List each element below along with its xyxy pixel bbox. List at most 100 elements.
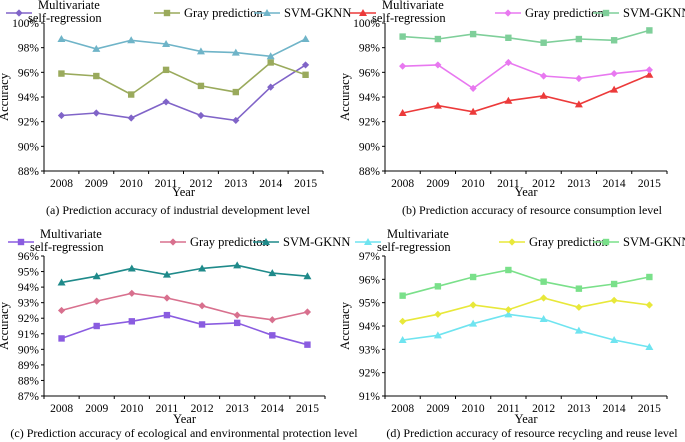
data-point — [645, 66, 653, 74]
legend-item-2: Gray prediction — [495, 6, 605, 20]
data-point — [610, 85, 619, 93]
legend-label: SVM-GKNN — [283, 235, 350, 249]
data-point — [504, 58, 512, 67]
chart-caption: (a) Prediction accuracy of industrial de… — [46, 203, 311, 217]
legend-swatch-marker — [508, 238, 516, 246]
data-point — [128, 318, 136, 325]
data-point — [610, 280, 618, 288]
data-point — [645, 301, 653, 309]
data-point — [127, 91, 135, 98]
data-point — [539, 315, 548, 322]
data-point — [434, 61, 442, 69]
x-tick-label: 2011 — [497, 178, 520, 190]
data-point — [469, 301, 477, 309]
series-line-3 — [402, 29, 650, 44]
series-line-1 — [402, 74, 650, 114]
y-tick-label: 96% — [18, 251, 40, 263]
y-tick-label: 91% — [359, 391, 381, 403]
x-tick-label: 2014 — [603, 178, 626, 190]
x-tick-label: 2012 — [532, 403, 555, 415]
legend-swatch-marker — [504, 9, 512, 17]
data-point — [233, 311, 241, 319]
data-point — [433, 331, 442, 339]
legend-label: SVM-GKNN — [284, 6, 351, 20]
y-tick-label: 91% — [18, 329, 40, 341]
y-tick-label: 94% — [18, 282, 40, 294]
data-point — [128, 289, 136, 297]
y-tick-label: 93% — [359, 344, 381, 356]
data-point — [504, 96, 513, 104]
data-point — [57, 278, 66, 286]
data-point — [92, 109, 100, 117]
legend-item-3: SVM-GKNN — [254, 6, 351, 20]
data-point — [575, 285, 583, 292]
x-tick-label: 2010 — [120, 178, 143, 190]
y-tick-label: 95% — [18, 267, 40, 279]
legend-label: SVM-GKNN — [623, 6, 685, 20]
data-point — [646, 27, 653, 34]
legend-item-3: SVM-GKNN — [253, 235, 350, 249]
series-line-3 — [61, 264, 308, 284]
series-line-1 — [402, 313, 650, 348]
x-tick-label: 2008 — [391, 403, 414, 415]
chart-panel-4: 91% 92% 93% 94% 95% 96% 97% 2008 2009 2010 2011 201… — [338, 227, 685, 440]
data-point — [162, 39, 171, 47]
y-tick-label: 93% — [18, 298, 40, 310]
x-tick-label: 2012 — [191, 403, 214, 415]
legend-swatch-marker — [364, 238, 372, 245]
data-point — [267, 83, 275, 91]
data-point — [93, 72, 100, 80]
x-tick-label: 2008 — [391, 178, 414, 190]
chart-panel-2: 88% 90% 92% 94% 96% 98% 100% 2008 2009 2010 2011 20… — [338, 0, 685, 217]
data-point — [58, 335, 65, 342]
x-tick-label: 2010 — [462, 403, 485, 415]
data-point — [469, 319, 478, 327]
legend-label: self-regression — [28, 11, 102, 25]
x-tick-label: 2009 — [85, 403, 108, 415]
data-point — [266, 52, 275, 60]
data-point — [539, 91, 548, 99]
series-line-1 — [61, 64, 307, 122]
x-tick-label: 2009 — [426, 403, 449, 415]
data-point — [301, 35, 310, 43]
chart-caption: (b) Prediction accuracy of resource cons… — [402, 203, 663, 217]
legend-swatch-marker — [163, 9, 171, 17]
x-tick-label: 2013 — [224, 178, 247, 190]
legend-swatch-marker — [359, 9, 367, 16]
x-tick-label: 2010 — [462, 178, 485, 190]
legend-label: Multivariate — [38, 0, 100, 12]
legend-item-2: Gray prediction — [154, 6, 264, 20]
y-axis-title: Accuracy — [0, 301, 11, 350]
data-point — [575, 35, 583, 43]
x-axis-title: Year — [172, 185, 196, 199]
x-tick-label: 2013 — [567, 178, 590, 190]
series-line-3 — [402, 269, 650, 297]
data-point — [302, 71, 309, 78]
y-tick-label: 92% — [359, 368, 381, 380]
data-point — [540, 39, 547, 46]
y-tick-label: 90% — [18, 344, 40, 356]
y-tick-label: 98% — [18, 43, 40, 55]
data-point — [505, 34, 512, 41]
y-tick-label: 97% — [359, 251, 381, 263]
data-point — [92, 44, 101, 52]
x-tick-label: 2009 — [426, 178, 449, 190]
y-tick-label: 94% — [359, 321, 381, 333]
y-tick-label: 98% — [359, 43, 381, 55]
data-point — [610, 37, 618, 44]
legend-swatch-marker — [15, 9, 23, 17]
data-point — [127, 264, 136, 272]
y-tick-label: 92% — [18, 117, 40, 129]
x-tick-label: 2014 — [261, 403, 284, 415]
data-point — [434, 35, 442, 43]
legend-label: Multivariate — [40, 227, 102, 241]
data-point — [575, 74, 583, 83]
data-point — [575, 303, 583, 311]
data-point — [162, 98, 170, 106]
y-tick-label: 100% — [12, 18, 39, 30]
data-point — [198, 321, 206, 328]
x-tick-label: 2009 — [85, 178, 108, 190]
